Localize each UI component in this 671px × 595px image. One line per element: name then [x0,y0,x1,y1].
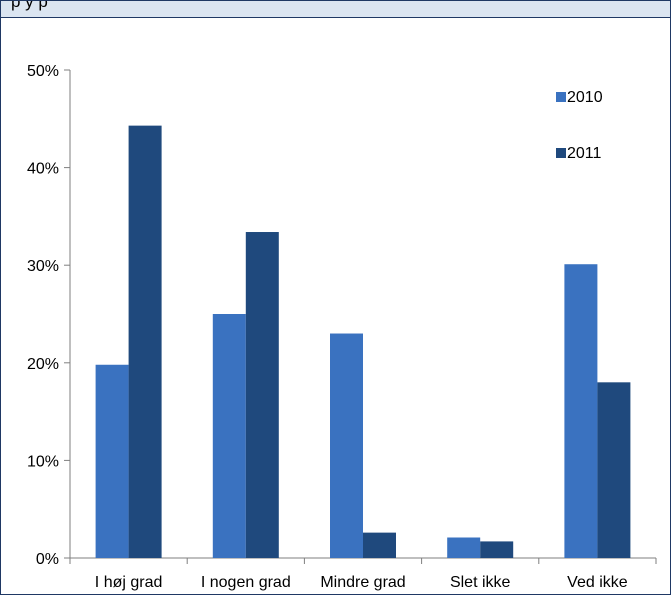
x-tick-label: Ved ikke [567,574,628,591]
bar [597,382,631,558]
bar [245,232,279,559]
x-tick-label: Slet ikke [450,574,511,591]
y-tick-label: 10% [27,453,59,470]
bar [447,537,481,558]
bar [95,364,129,558]
legend-label: 2011 [567,145,602,162]
bar [480,541,514,558]
bar [128,125,162,558]
header-strip: p y p [1,1,670,18]
legend-swatch [556,148,566,158]
y-tick-label: 0% [36,551,59,568]
y-tick-label: 50% [27,63,59,80]
y-tick-label: 30% [27,258,59,275]
legend-label: 2010 [567,89,603,106]
header-text: p y p [11,1,48,11]
bar [330,333,363,558]
x-tick-label: Mindre grad [320,574,405,591]
bar [564,264,598,558]
x-tick-label: I nogen grad [201,574,291,591]
bar [363,532,396,558]
y-tick-label: 40% [27,161,59,178]
y-tick-label: 20% [27,356,59,373]
x-tick-label: I høj grad [95,574,163,591]
legend-swatch [556,92,566,102]
bar [212,314,246,558]
